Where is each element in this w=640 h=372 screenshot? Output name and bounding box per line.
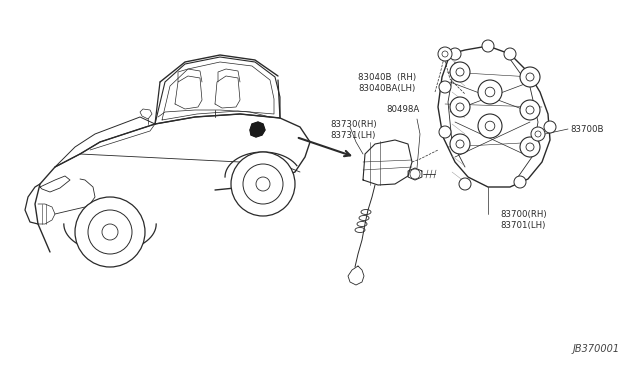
Text: 83730(RH): 83730(RH) bbox=[330, 119, 376, 128]
Text: 83701(LH): 83701(LH) bbox=[500, 221, 545, 230]
Circle shape bbox=[449, 48, 461, 60]
Circle shape bbox=[485, 121, 495, 131]
Circle shape bbox=[520, 137, 540, 157]
Circle shape bbox=[514, 176, 526, 188]
Circle shape bbox=[256, 177, 270, 191]
Circle shape bbox=[88, 210, 132, 254]
Text: 83040BA(LH): 83040BA(LH) bbox=[358, 83, 415, 93]
Text: 83700B: 83700B bbox=[570, 125, 604, 134]
Circle shape bbox=[520, 100, 540, 120]
Circle shape bbox=[531, 127, 545, 141]
Circle shape bbox=[439, 126, 451, 138]
Circle shape bbox=[485, 87, 495, 97]
Circle shape bbox=[456, 140, 464, 148]
Text: 83700(RH): 83700(RH) bbox=[500, 209, 547, 218]
Circle shape bbox=[75, 197, 145, 267]
Circle shape bbox=[478, 114, 502, 138]
Circle shape bbox=[102, 224, 118, 240]
Circle shape bbox=[526, 73, 534, 81]
Text: 83040B  (RH): 83040B (RH) bbox=[358, 73, 416, 81]
Circle shape bbox=[438, 47, 452, 61]
Circle shape bbox=[456, 103, 464, 111]
Circle shape bbox=[482, 40, 494, 52]
Circle shape bbox=[544, 121, 556, 133]
Circle shape bbox=[439, 81, 451, 93]
Circle shape bbox=[526, 143, 534, 151]
Circle shape bbox=[450, 62, 470, 82]
Circle shape bbox=[243, 164, 283, 204]
Circle shape bbox=[526, 106, 534, 114]
Circle shape bbox=[504, 48, 516, 60]
Circle shape bbox=[231, 152, 295, 216]
Text: JB370001: JB370001 bbox=[573, 344, 620, 354]
Circle shape bbox=[535, 131, 541, 137]
Text: 80498A: 80498A bbox=[387, 105, 420, 114]
Circle shape bbox=[442, 51, 448, 57]
Circle shape bbox=[450, 134, 470, 154]
Circle shape bbox=[456, 68, 464, 76]
Circle shape bbox=[520, 67, 540, 87]
Text: 83731(LH): 83731(LH) bbox=[330, 131, 376, 140]
Circle shape bbox=[410, 169, 420, 179]
Circle shape bbox=[459, 178, 471, 190]
Circle shape bbox=[450, 97, 470, 117]
Polygon shape bbox=[250, 122, 265, 137]
Circle shape bbox=[478, 80, 502, 104]
